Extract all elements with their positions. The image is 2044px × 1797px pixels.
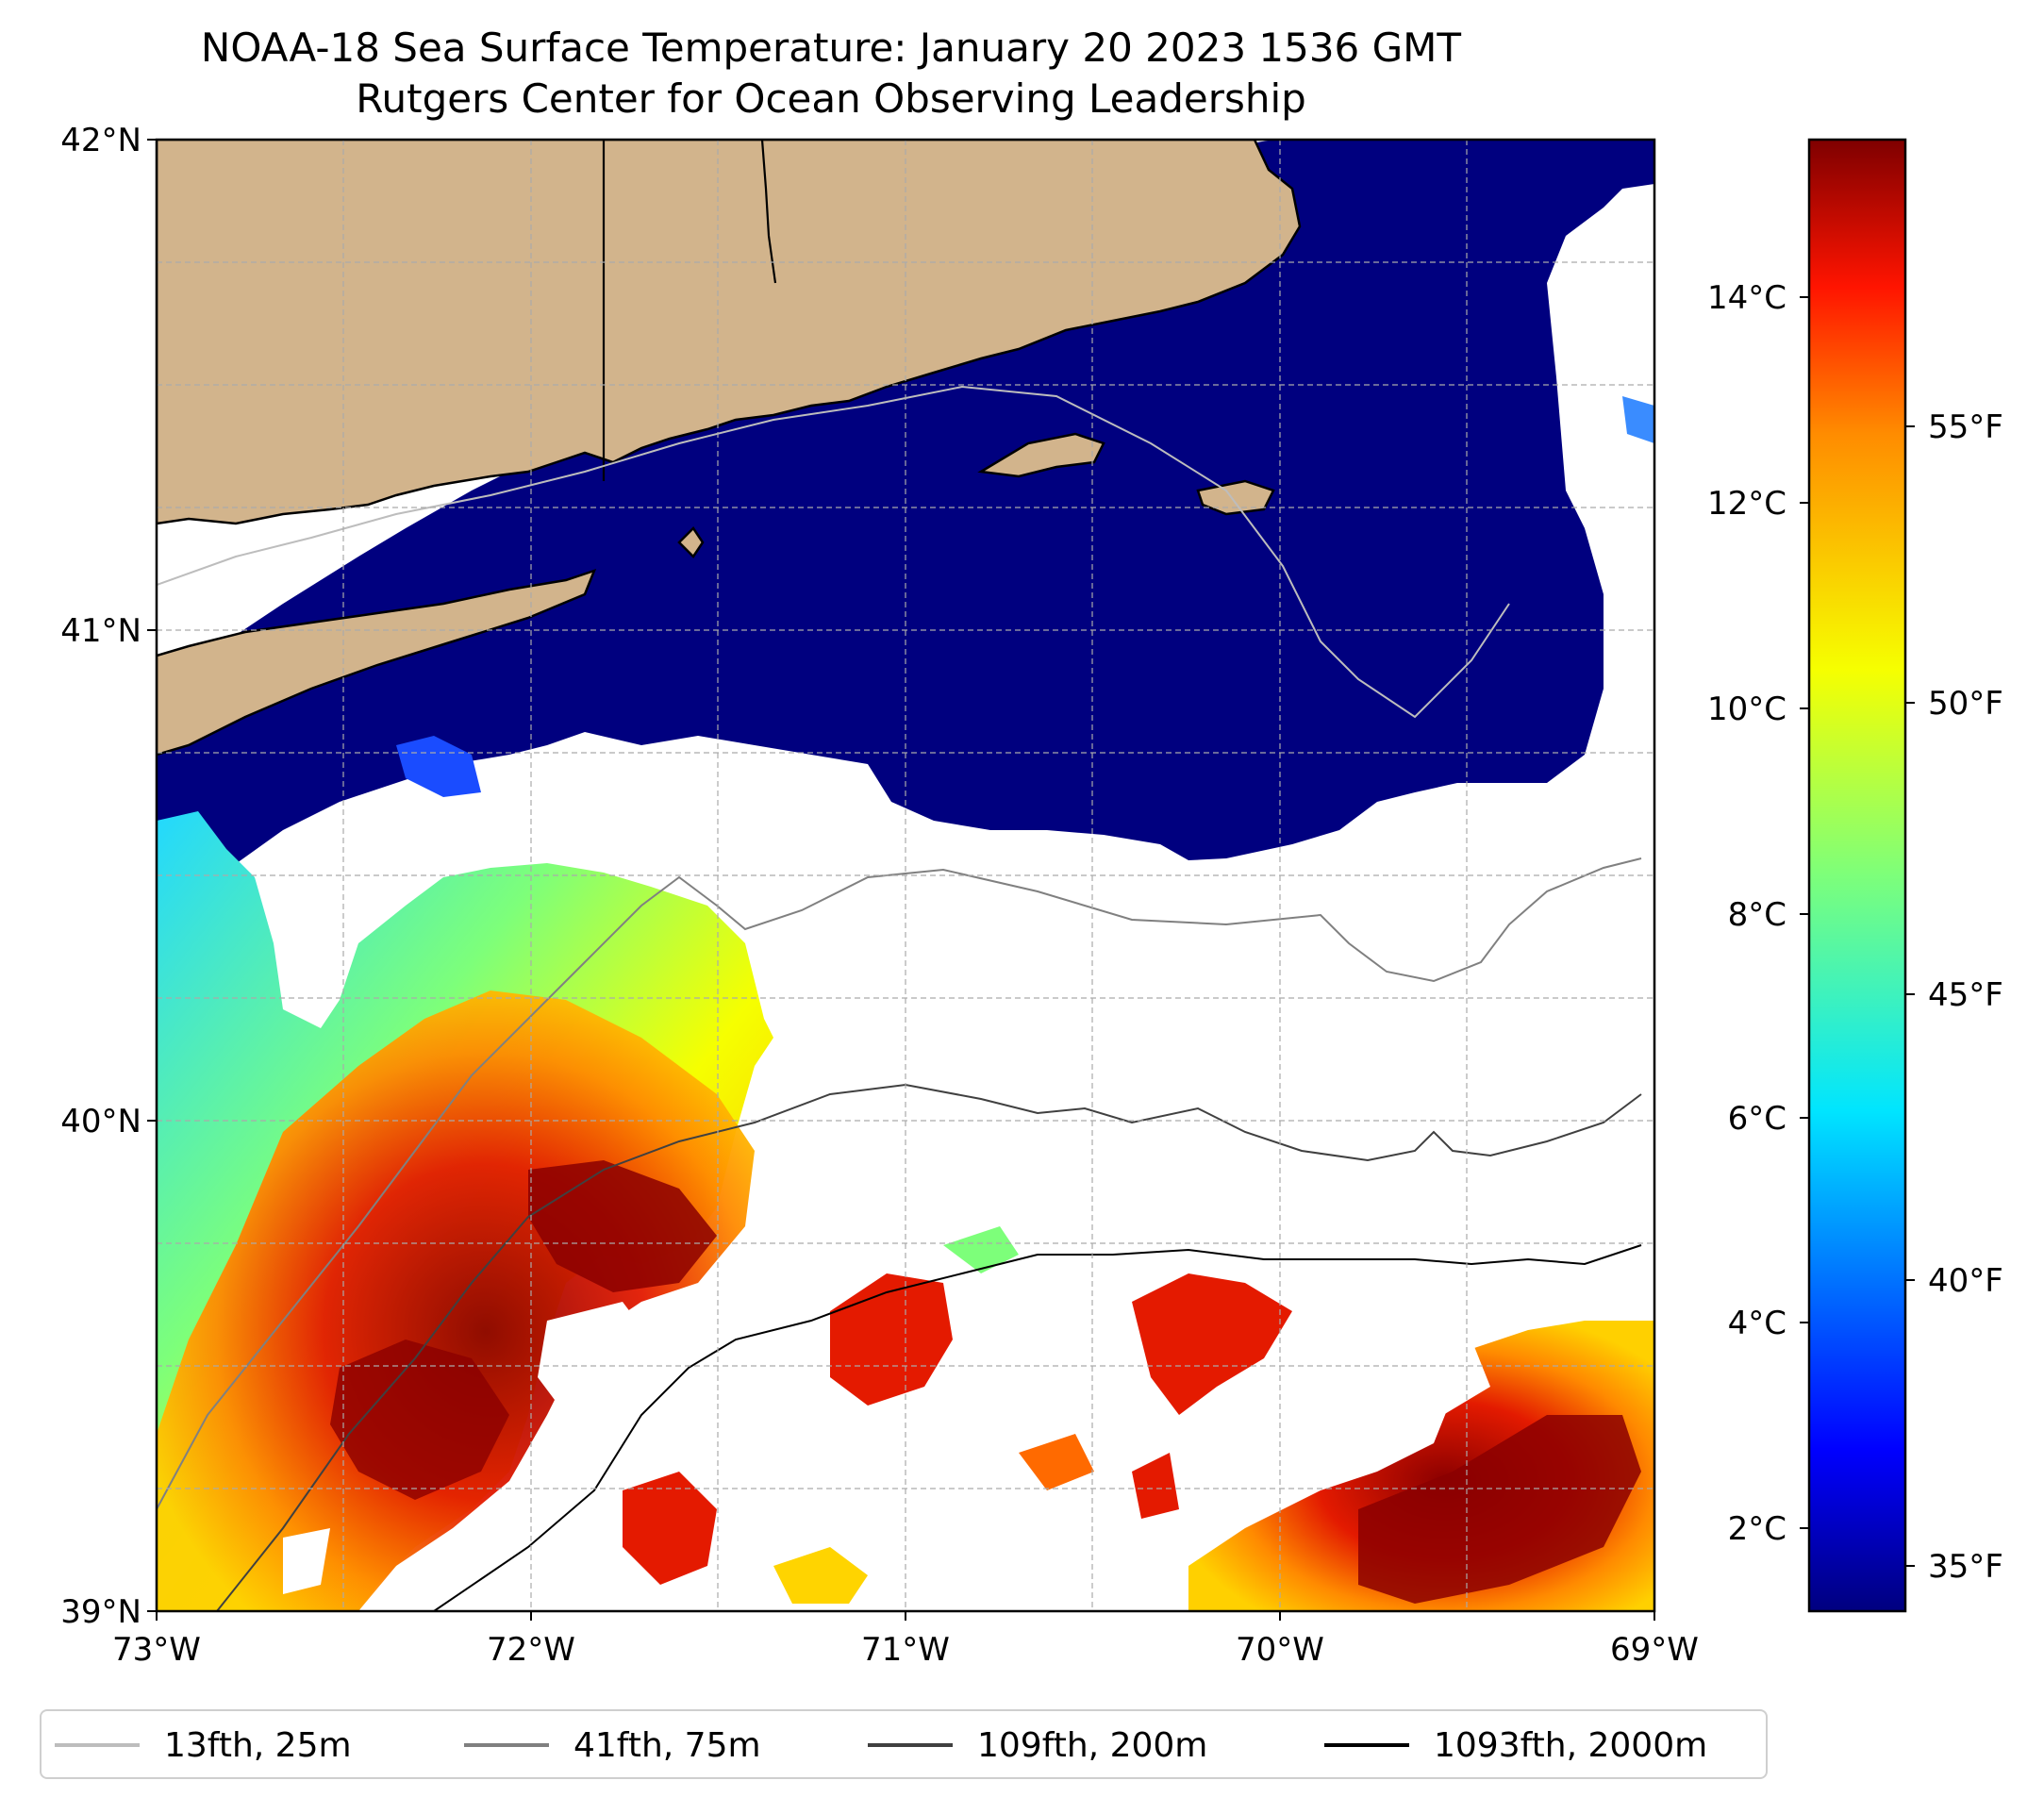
colorbar-label-4c: 4°C <box>1728 1305 1786 1342</box>
gridlines <box>157 140 1654 1611</box>
warm-patch <box>1132 1273 1292 1415</box>
cool-patch <box>943 1226 1019 1273</box>
warm-core-patch <box>1358 1415 1641 1604</box>
isobath-legend: 13fth, 25m 41fth, 75m 109fth, 200m 1093f… <box>40 1709 1768 1779</box>
colorbar-label-40f: 40°F <box>1928 1262 2003 1300</box>
lon-label-70w: 70°W <box>1236 1631 1324 1669</box>
missing-data-gap <box>538 1302 651 1415</box>
land-nantucket <box>1196 479 1275 516</box>
land-block-island <box>677 526 705 558</box>
lat-label-42n: 42°N <box>60 122 141 159</box>
lon-label-69w: 69°W <box>1610 1631 1699 1669</box>
lon-label-71w: 71°W <box>861 1631 950 1669</box>
legend-label: 109fth, 200m <box>977 1725 1208 1765</box>
cool-patch <box>396 736 481 797</box>
warm-core-patch <box>330 1339 509 1500</box>
isobath-75m <box>157 857 1642 1510</box>
warm-core-patch <box>528 1160 717 1292</box>
warm-patch <box>773 1547 868 1604</box>
colorbar <box>1807 138 1907 1613</box>
state-border <box>760 140 777 284</box>
cool-patch <box>1622 396 1654 443</box>
lat-label-39n: 39°N <box>60 1593 141 1631</box>
colorbar-label-35f: 35°F <box>1928 1548 2003 1586</box>
legend-item-75m: 41fth, 75m <box>464 1721 761 1770</box>
legend-item-25m: 13fth, 25m <box>55 1721 352 1770</box>
legend-item-2000m: 1093fth, 2000m <box>1324 1721 1707 1770</box>
legend-swatch <box>55 1743 140 1747</box>
colorbar-celsius-ticks <box>1800 296 1809 1529</box>
legend-item-200m: 109fth, 200m <box>868 1721 1207 1770</box>
chart-subtitle: Rutgers Center for Ocean Observing Leade… <box>356 75 1306 122</box>
warm-patch <box>1019 1434 1094 1490</box>
land-martha-vineyard <box>977 432 1105 478</box>
colorbar-label-6c: 6°C <box>1728 1100 1786 1138</box>
lat-label-41n: 41°N <box>60 612 141 650</box>
isobath-2000m <box>433 1244 1642 1611</box>
colorbar-fahrenheit-ticks <box>1905 425 1915 1567</box>
colorbar-label-50f: 50°F <box>1928 685 2003 723</box>
legend-swatch <box>868 1743 953 1747</box>
colorbar-label-45f: 45°F <box>1928 976 2003 1014</box>
missing-data-gap <box>1405 1339 1490 1415</box>
lon-label-72w: 72°W <box>487 1631 575 1669</box>
colorbar-label-12c: 12°C <box>1707 485 1786 523</box>
legend-label: 13fth, 25m <box>164 1725 352 1765</box>
warm-patch <box>623 1472 717 1585</box>
lat-label-40n: 40°N <box>60 1103 141 1140</box>
colorbar-label-2c: 2°C <box>1728 1510 1786 1548</box>
colorbar-label-10c: 10°C <box>1707 691 1786 728</box>
warm-patch <box>830 1273 953 1406</box>
legend-label: 41fth, 75m <box>573 1725 761 1765</box>
missing-data-gap <box>283 1528 330 1594</box>
isobath-200m <box>216 1083 1642 1611</box>
warm-core-west <box>157 990 755 1611</box>
warm-patch <box>1132 1453 1179 1519</box>
legend-label: 1093fth, 2000m <box>1434 1725 1708 1765</box>
land-new-england <box>157 140 1302 525</box>
legend-swatch <box>1324 1743 1409 1747</box>
colorbar-label-8c: 8°C <box>1728 896 1786 934</box>
land-long-island <box>157 568 597 757</box>
colorbar-label-55f: 55°F <box>1928 408 2003 446</box>
chart-title: NOAA-18 Sea Surface Temperature: January… <box>200 25 1462 71</box>
legend-swatch <box>464 1743 549 1747</box>
axis-ticks <box>147 139 1655 1621</box>
colorbar-label-14c: 14°C <box>1707 279 1786 317</box>
lon-label-73w: 73°W <box>112 1631 201 1669</box>
isobath-25m <box>157 385 1510 719</box>
